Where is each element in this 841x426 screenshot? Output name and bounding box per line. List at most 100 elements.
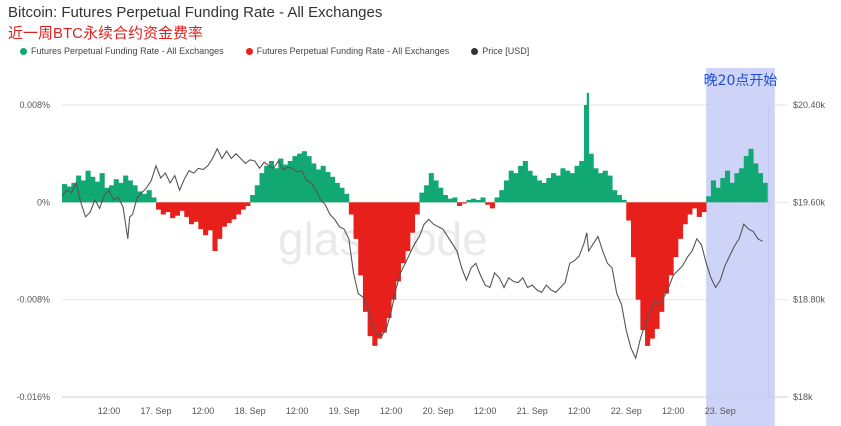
funding-bar-127 (654, 202, 660, 329)
funding-bar-31 (207, 202, 213, 231)
funding-bar-42 (259, 173, 265, 203)
funding-bar-84 (456, 202, 463, 206)
funding-bar-135 (692, 202, 698, 209)
legend-label-price: Price [USD] (482, 46, 530, 56)
funding-bar-136 (696, 202, 702, 217)
funding-bar-93 (499, 190, 505, 203)
funding-bar-138 (706, 196, 712, 203)
y-left-tick-3: -0.016% (16, 392, 50, 402)
funding-bar-122 (630, 202, 637, 258)
funding-bar-131 (673, 202, 679, 258)
funding-bar-46 (278, 158, 284, 203)
funding-bar-67 (377, 202, 383, 339)
x-axis: 12:00 17. Sep 12:00 18. Sep 12:00 19. Sep 12:0… (98, 406, 736, 416)
funding-bar-130 (668, 202, 674, 276)
funding-bar-149 (757, 173, 764, 203)
x-tick-4: 12:00 (286, 406, 309, 416)
funding-bar-123 (635, 202, 641, 300)
funding-bar-33 (217, 202, 223, 239)
funding-bar-88 (475, 199, 481, 203)
funding-bar-4 (80, 180, 86, 203)
funding-bar-13 (123, 175, 129, 203)
funding-bar-99 (527, 170, 533, 203)
x-tick-0: 12:00 (98, 406, 121, 416)
funding-bar-96 (513, 173, 519, 203)
funding-bar-117 (607, 175, 613, 203)
funding-bar-86 (466, 199, 472, 203)
funding-bar-137 (701, 202, 707, 213)
funding-bar-52 (306, 156, 312, 203)
funding-bar-139 (710, 180, 716, 203)
funding-bar-26 (184, 202, 190, 217)
funding-bar-59 (339, 187, 345, 203)
funding-bar-6 (90, 176, 96, 203)
funding-bar-124 (640, 202, 646, 331)
funding-bar-143 (729, 182, 735, 203)
funding-bar-45 (273, 168, 279, 203)
funding-bar-74 (409, 202, 416, 233)
legend-dot-price (471, 47, 479, 55)
x-tick-13: 23. Sep (705, 406, 736, 416)
funding-bar-64 (362, 202, 369, 312)
funding-bar-115 (598, 173, 604, 203)
funding-bar-150 (762, 182, 768, 203)
funding-bar-7 (94, 181, 101, 203)
annotation-label: 晚20点开始 (704, 73, 778, 89)
funding-bar-65 (367, 202, 373, 337)
funding-bar-28 (193, 202, 199, 222)
funding-bar-102 (541, 182, 547, 203)
funding-bar-90 (485, 202, 491, 205)
funding-bar-75 (414, 202, 420, 215)
funding-bar-61 (348, 202, 354, 215)
funding-bar-78 (428, 173, 434, 203)
funding-bar-44 (268, 160, 274, 203)
y-right-tick-1: $19.60k (793, 197, 826, 207)
x-tick-1: 17. Sep (141, 406, 172, 416)
funding-bar-129 (663, 202, 669, 294)
funding-bar-79 (433, 180, 439, 203)
legend: Futures Perpetual Funding Rate - All Exc… (20, 46, 529, 56)
funding-bar-114 (593, 168, 599, 203)
funding-bar-107 (565, 170, 571, 203)
funding-bar-95 (508, 170, 514, 203)
funding-bar-24 (174, 202, 180, 216)
funding-bar-14 (127, 180, 133, 203)
funding-bar-12 (118, 182, 124, 203)
funding-bar-134 (687, 202, 693, 215)
x-tick-6: 12:00 (380, 406, 403, 416)
funding-bar-48 (287, 160, 293, 203)
funding-bar-108 (569, 173, 575, 203)
funding-bar-2 (71, 182, 77, 203)
funding-bar-132 (677, 202, 684, 239)
funding-bar-120 (621, 199, 627, 203)
funding-bar-140 (715, 187, 721, 203)
funding-bar-82 (447, 198, 453, 203)
annotation-highlight (706, 68, 775, 426)
funding-bar-60 (344, 193, 350, 203)
funding-bar-18 (146, 190, 152, 203)
funding-bar-55 (320, 165, 326, 203)
funding-bar-30 (203, 202, 209, 236)
x-tick-2: 12:00 (192, 406, 215, 416)
legend-item-negative[interactable]: Futures Perpetual Funding Rate - All Exc… (245, 46, 449, 56)
funding-bar-109 (574, 165, 580, 203)
funding-bar-21 (160, 202, 166, 215)
x-tick-8: 12:00 (474, 406, 497, 416)
funding-bar-1 (66, 186, 72, 203)
funding-bar-147 (748, 148, 754, 203)
y-left-tick-1: 0% (37, 197, 50, 207)
funding-bar-103 (546, 178, 552, 203)
legend-item-price[interactable]: Price [USD] (471, 46, 529, 56)
funding-bar-119 (616, 195, 622, 203)
funding-bar-43 (264, 165, 270, 203)
y-left-tick-2: -0.008% (16, 295, 50, 305)
y-right-tick-3: $18k (793, 392, 813, 402)
funding-bar-34 (221, 202, 227, 227)
funding-bar-68 (381, 202, 387, 333)
funding-bar-72 (400, 202, 406, 264)
legend-item-positive[interactable]: Futures Perpetual Funding Rate - All Exc… (20, 46, 224, 56)
y-axis-right: $20.40k $19.60k $18.80k $18k (793, 100, 826, 402)
funding-bar-11 (113, 179, 119, 203)
funding-bar-50 (297, 153, 303, 203)
funding-bar-125 (645, 202, 651, 346)
